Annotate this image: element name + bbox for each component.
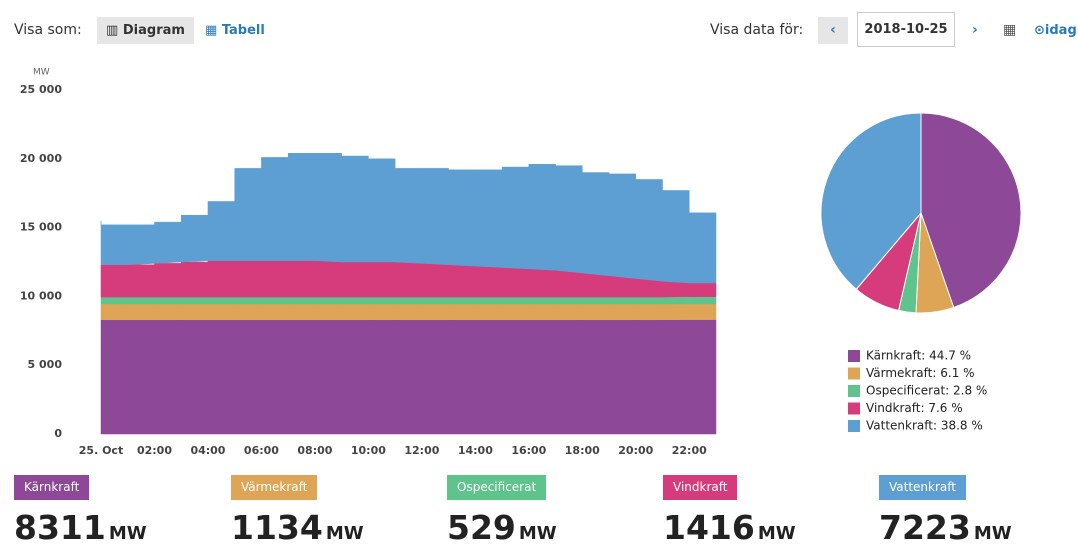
card-value-row: 1416 MW: [663, 508, 863, 547]
card-value: 8311: [14, 508, 106, 547]
legend-label: Kärnkraft: 44.7 %: [866, 349, 971, 363]
card-value: 7223: [879, 508, 971, 547]
card: Ospecificerat 529 MW: [447, 475, 647, 547]
card: Vattenkraft 7223 MW: [879, 475, 1078, 547]
area-series: [100, 319, 717, 435]
card-value-row: 7223 MW: [879, 508, 1078, 547]
card-value: 1416: [663, 508, 755, 547]
date-label: Visa data för:: [710, 22, 804, 38]
legend-swatch: [848, 402, 860, 415]
x-tick-label: 06:00: [244, 444, 279, 457]
today-link[interactable]: ⊙idag: [1034, 23, 1077, 38]
card-unit: MW: [325, 523, 364, 544]
diagram-text: Diagram: [122, 23, 185, 38]
x-tick-label: 02:00: [137, 444, 172, 457]
pie-slice: [920, 112, 1022, 309]
card-unit: MW: [973, 523, 1012, 544]
legend-label: Vindkraft: 7.6 %: [866, 401, 963, 415]
next-button[interactable]: ›: [972, 22, 978, 38]
x-tick-label: 25. Oct: [79, 444, 123, 457]
card-unit: MW: [108, 523, 147, 544]
legend-label: Värmekraft: 6.1 %: [866, 366, 975, 380]
card-unit: MW: [757, 523, 796, 544]
x-tick-label: 10:00: [351, 444, 386, 457]
x-tick-label: 04:00: [190, 444, 225, 457]
card-label: Kärnkraft: [14, 475, 90, 500]
y-tick-label: 25 000: [20, 83, 62, 96]
card-value: 1134: [231, 508, 323, 547]
x-tick-label: 08:00: [297, 444, 332, 457]
x-tick-label: 12:00: [404, 444, 439, 457]
legend-swatch: [848, 420, 860, 432]
today-text: idag: [1044, 23, 1077, 38]
y-tick-label: 20 000: [20, 152, 62, 165]
table-link[interactable]: ▦ Tabell: [205, 23, 265, 38]
calendar-icon[interactable]: ▦: [1003, 22, 1017, 38]
y-axis-label: MW: [33, 68, 50, 78]
card-label: Värmekraft: [231, 475, 318, 500]
card-value-row: 1134 MW: [231, 508, 431, 547]
chart: MW 0 5 000 10 000 15 000 20 000 25 000 25. Oct 0…: [20, 68, 1022, 457]
x-tick-label: 14:00: [458, 444, 493, 457]
card-value-row: 8311 MW: [14, 508, 214, 547]
diagram-button[interactable]: ▥ Diagram: [97, 17, 194, 44]
pie-slice: [820, 112, 922, 290]
card-label: Vattenkraft: [879, 475, 966, 500]
card: Värmekraft 1134 MW: [231, 475, 431, 547]
x-tick-label: 18:00: [565, 444, 600, 457]
legend-swatch: [848, 350, 860, 362]
card-label: Vindkraft: [663, 475, 738, 500]
legend-label: Ospecificerat: 2.8 %: [866, 384, 987, 398]
view-label: Visa som:: [14, 22, 82, 38]
legend-label: Vattenkraft: 38.8 %: [866, 419, 983, 433]
x-tick-label: 16:00: [511, 444, 546, 457]
legend-swatch: [848, 385, 860, 397]
card-unit: MW: [518, 523, 557, 544]
table-text: Tabell: [221, 23, 265, 38]
prev-button[interactable]: ‹: [818, 17, 848, 44]
card-label: Ospecificerat: [447, 475, 547, 500]
area-series: [100, 296, 717, 305]
x-tick-label: 22:00: [672, 444, 707, 457]
card: Vindkraft 1416 MW: [663, 475, 863, 547]
card-value: 529: [447, 508, 516, 547]
legend-swatch: [848, 367, 860, 380]
card-value-row: 529 MW: [447, 508, 647, 547]
card: Kärnkraft 8311 MW: [14, 475, 214, 547]
date-input[interactable]: 2018-10-25: [857, 12, 955, 47]
y-tick-label: 5 000: [28, 358, 63, 371]
area-series: [100, 303, 717, 321]
y-tick-label: 15 000: [20, 221, 62, 234]
x-tick-label: 20:00: [618, 444, 653, 457]
area-series: [100, 153, 717, 284]
y-tick-label: 0: [54, 427, 62, 440]
y-tick-label: 10 000: [20, 289, 62, 302]
